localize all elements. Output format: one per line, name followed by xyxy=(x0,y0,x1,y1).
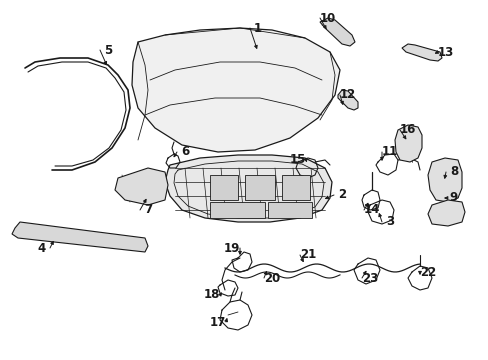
Text: 17: 17 xyxy=(209,315,225,328)
Text: 12: 12 xyxy=(339,89,355,102)
Text: 20: 20 xyxy=(264,271,280,284)
Polygon shape xyxy=(132,28,339,152)
Text: 21: 21 xyxy=(299,248,315,261)
Text: 22: 22 xyxy=(419,265,435,279)
Text: 7: 7 xyxy=(143,203,152,216)
Text: 2: 2 xyxy=(337,189,346,202)
Polygon shape xyxy=(427,200,464,226)
Text: 19: 19 xyxy=(224,242,240,255)
Polygon shape xyxy=(282,175,309,200)
Text: 13: 13 xyxy=(437,45,453,58)
Text: 23: 23 xyxy=(361,271,377,284)
Text: 3: 3 xyxy=(385,216,393,229)
Text: 15: 15 xyxy=(289,153,305,166)
Text: 6: 6 xyxy=(181,145,189,158)
Polygon shape xyxy=(319,18,354,46)
Text: 4: 4 xyxy=(38,242,46,255)
Polygon shape xyxy=(401,44,441,61)
Polygon shape xyxy=(427,158,461,202)
Polygon shape xyxy=(267,202,311,218)
Polygon shape xyxy=(244,175,274,200)
Text: 1: 1 xyxy=(253,22,262,35)
Polygon shape xyxy=(209,175,238,200)
Text: 14: 14 xyxy=(363,203,379,216)
Text: 9: 9 xyxy=(449,192,457,204)
Polygon shape xyxy=(209,202,264,218)
Polygon shape xyxy=(12,222,148,252)
Text: 8: 8 xyxy=(449,166,457,179)
Text: 16: 16 xyxy=(399,123,415,136)
Text: 10: 10 xyxy=(319,12,335,24)
Polygon shape xyxy=(115,168,168,205)
Text: 5: 5 xyxy=(103,44,112,57)
Text: 18: 18 xyxy=(203,288,220,301)
Polygon shape xyxy=(337,90,357,110)
Text: 11: 11 xyxy=(381,145,397,158)
Polygon shape xyxy=(164,155,331,222)
Polygon shape xyxy=(394,125,421,162)
